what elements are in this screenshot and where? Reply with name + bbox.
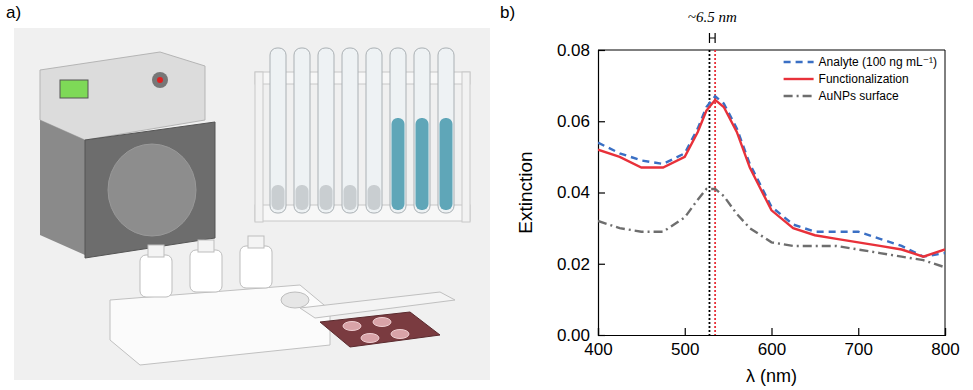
rack-leg	[255, 72, 263, 222]
bottle-cap	[248, 236, 264, 248]
plot-frame	[598, 50, 945, 335]
legend-label: AuNPs surface	[819, 89, 899, 103]
tick-label: 0.02	[557, 255, 590, 274]
series-line	[598, 100, 945, 257]
tick: 600	[758, 328, 786, 359]
x-axis-title: λ (nm)	[746, 366, 797, 386]
bottle	[240, 246, 272, 288]
chip-spot	[361, 334, 379, 343]
illustration-background	[14, 28, 490, 380]
tick: 700	[845, 328, 873, 359]
tick-mark	[598, 121, 605, 122]
plot-area	[598, 50, 945, 335]
tube	[414, 48, 430, 213]
tick: 0.06	[557, 112, 605, 131]
tube-liquid	[368, 185, 381, 210]
tick-mark	[945, 328, 946, 335]
tick-label: 500	[671, 340, 699, 359]
legend-item: Analyte (100 ng mL⁻¹)	[784, 55, 937, 69]
pump-knob-dot	[157, 77, 163, 83]
chip-spot	[391, 330, 409, 339]
pump-knob	[152, 72, 168, 88]
panel-label: b)	[500, 3, 515, 22]
legend-item: Functionalization	[784, 72, 909, 86]
tick-mark	[598, 50, 605, 51]
tick-label: 0.00	[557, 326, 590, 345]
series-line	[598, 96, 945, 256]
tube	[438, 48, 454, 213]
tube	[270, 48, 286, 213]
y-axis: 0.00 0.02 0.04 0.06 0.08	[557, 41, 605, 345]
reference-line	[714, 50, 716, 335]
tube-liquid	[320, 185, 333, 210]
illustration	[14, 28, 490, 380]
tick-mark	[598, 264, 605, 265]
tube-liquid	[344, 185, 357, 210]
axis-line	[599, 51, 606, 336]
legend-swatch	[784, 95, 814, 97]
panel-label: a)	[6, 3, 21, 22]
legend-label: Functionalization	[819, 72, 909, 86]
legend-swatch	[784, 61, 814, 63]
tube	[390, 48, 406, 213]
tick-label: 0.06	[557, 112, 590, 131]
y-axis-title: Extinction	[515, 151, 536, 233]
legend: Analyte (100 ng mL⁻¹) Functionalization Au…	[784, 55, 937, 103]
rack-leg	[462, 72, 470, 222]
tick: 0.00	[557, 326, 605, 345]
tick-label: 0.08	[557, 41, 590, 60]
pump-head	[85, 122, 215, 258]
holder-base	[110, 285, 330, 365]
tick: 0.02	[557, 255, 605, 274]
pump-rotor	[108, 144, 196, 236]
tube-liquid	[416, 118, 429, 210]
x-axis: 400500600700800	[584, 328, 959, 359]
bottle	[140, 255, 172, 297]
tick-mark	[858, 328, 859, 335]
chip-holder	[300, 292, 455, 318]
tube	[366, 48, 382, 213]
well	[281, 292, 309, 308]
chip	[320, 312, 440, 347]
tick-label: 600	[758, 340, 786, 359]
tube-liquid	[272, 185, 285, 210]
tube-liquid	[392, 118, 405, 210]
tube	[318, 48, 334, 213]
chip-spot	[343, 322, 361, 331]
tick-mark	[685, 328, 686, 335]
series-line	[598, 189, 945, 267]
tube	[294, 48, 310, 213]
tick-mark	[598, 192, 605, 193]
tick: 500	[671, 328, 699, 359]
annotation: ~6.5 nm	[688, 9, 737, 25]
tick: 0.04	[557, 183, 605, 202]
tick-mark	[598, 335, 605, 336]
legend-label: Analyte (100 ng mL⁻¹)	[819, 55, 937, 69]
tube-liquid	[440, 118, 453, 210]
tick: 0.08	[557, 41, 605, 60]
figure: a)b)4005006007008000.000.020.040.060.08λ…	[0, 0, 973, 390]
legend-item: AuNPs surface	[784, 89, 899, 103]
tick-label: 0.04	[557, 183, 590, 202]
annotation-bracket	[709, 33, 715, 43]
bottle-cap	[148, 245, 164, 257]
tick-label: 800	[931, 340, 959, 359]
reference-line	[709, 50, 711, 335]
bottle	[190, 250, 222, 292]
chip-spot	[373, 318, 391, 327]
legend-swatch	[784, 78, 814, 80]
tube	[342, 48, 358, 213]
bottle-cap	[198, 240, 214, 252]
tick: 800	[931, 328, 959, 359]
axis-line	[599, 328, 946, 336]
tick-mark	[771, 328, 772, 335]
tube-liquid	[296, 185, 309, 210]
tick-label: 700	[845, 340, 873, 359]
pump-body	[40, 120, 85, 255]
pump-screen	[60, 80, 88, 98]
